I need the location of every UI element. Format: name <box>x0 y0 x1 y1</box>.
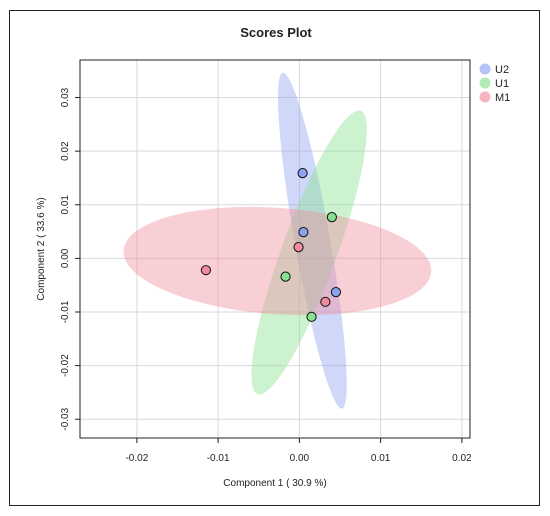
axis-layer: -0.02 -0.01 0.00 0.01 0.02 -0.03 -0.02 -0.01 0.0… <box>60 87 472 464</box>
y-tick-label: -0.03 <box>60 407 71 430</box>
legend-label-u1: U1 <box>495 78 509 90</box>
data-point-u2 <box>298 227 309 238</box>
legend-label-u2: U2 <box>495 64 509 76</box>
data-point-m1 <box>293 242 304 253</box>
legend-label-m1: M1 <box>495 92 510 104</box>
plot-area-border <box>79 59 471 439</box>
ellipse-layer <box>123 72 432 409</box>
x-tick-label: -0.02 <box>125 453 148 464</box>
chart-title: Scores Plot <box>240 25 312 40</box>
data-point-m1 <box>320 296 331 307</box>
data-point-m1 <box>200 265 212 276</box>
grid-layer <box>80 60 470 438</box>
x-axis-label: Component 1 ( 30.9 %) <box>223 478 326 489</box>
y-tick-label: 0.03 <box>60 87 71 107</box>
point-layer <box>200 168 342 322</box>
y-tick-label: 0.00 <box>60 248 71 268</box>
data-point-u1 <box>326 211 337 223</box>
data-point-u1 <box>306 311 317 322</box>
confidence-ellipse-u1 <box>251 110 367 395</box>
y-tick-label: -0.02 <box>60 354 71 377</box>
x-tick-label: 0.00 <box>290 453 310 464</box>
y-axis-label: Component 2 ( 33.6 %) <box>36 197 47 300</box>
chart-frame <box>9 10 540 506</box>
x-tick-label: -0.01 <box>207 453 230 464</box>
y-tick-label: 0.02 <box>60 141 71 161</box>
confidence-ellipse-m1 <box>123 206 432 316</box>
legend-marker-u1 <box>479 77 491 89</box>
confidence-ellipse-u2 <box>278 72 347 409</box>
legend-marker-u2 <box>479 63 491 75</box>
data-point-u1 <box>280 271 291 282</box>
data-point-u2 <box>297 168 308 179</box>
x-tick-label: 0.01 <box>371 453 391 464</box>
y-tick-label: -0.01 <box>60 300 71 323</box>
data-point-u2 <box>330 287 342 298</box>
x-tick-label: 0.02 <box>452 453 472 464</box>
legend-marker-m1 <box>479 91 491 103</box>
legend: U2 U1 M1 <box>479 63 510 104</box>
y-tick-label: 0.01 <box>60 195 71 215</box>
